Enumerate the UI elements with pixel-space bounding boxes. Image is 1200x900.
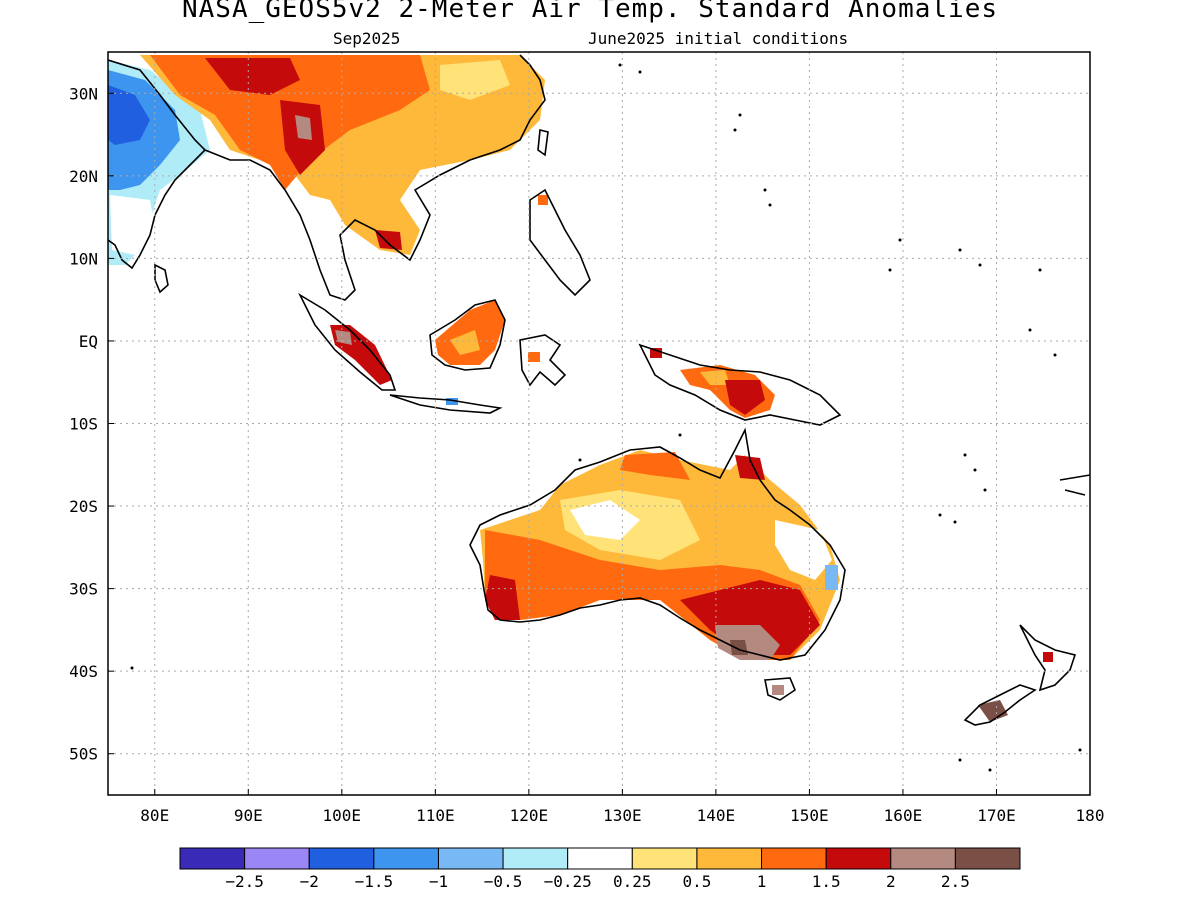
legend-swatch xyxy=(825,847,892,870)
lat-tick-label: 50S xyxy=(69,745,98,764)
lon-tick-label: 170E xyxy=(977,806,1016,825)
lon-tick-label: 80E xyxy=(140,806,169,825)
tasmania-brown-spot xyxy=(772,685,784,695)
philippines-warm-spot xyxy=(538,195,548,205)
legend-swatch xyxy=(373,847,439,870)
legend-swatch xyxy=(631,847,698,870)
australia-se-brown xyxy=(715,625,780,660)
coast-mainland-asia xyxy=(204,54,546,301)
legend-swatch xyxy=(502,847,569,870)
coast-tasmania xyxy=(764,677,796,701)
india-white-patch xyxy=(110,195,155,255)
lat-tick-label: 10S xyxy=(69,415,98,434)
legend-label: 2.5 xyxy=(941,872,970,891)
legend-label: −0.25 xyxy=(544,872,592,891)
lon-tick-label: 160E xyxy=(884,806,923,825)
china-yellow-patch xyxy=(440,60,510,100)
sulawesi-warm-spot xyxy=(528,352,540,362)
legend-label: −1.5 xyxy=(355,872,394,891)
coast-nz-north xyxy=(1019,624,1077,692)
legend-label: 1 xyxy=(757,872,767,891)
longitude-ticks: 80E 90E 100E 110E 120E 130E 140E 150E 160E 170E 18… xyxy=(140,789,1104,825)
legend-swatch xyxy=(179,847,246,870)
legend-swatch xyxy=(567,847,633,870)
legend-label: −2 xyxy=(300,872,319,891)
coast-australia xyxy=(469,427,846,661)
coast-nz-south xyxy=(963,684,1037,726)
legend-label: 0.5 xyxy=(682,872,711,891)
india-core-cool-anomaly xyxy=(108,85,150,145)
coast-philippines xyxy=(529,188,591,297)
nz-north-red-spot xyxy=(1043,652,1053,662)
australia-west-red xyxy=(485,575,520,620)
coast-taiwan xyxy=(537,128,549,157)
legend-label: 1.5 xyxy=(812,872,841,891)
legend-swatch xyxy=(308,847,375,870)
lat-tick-label: 30N xyxy=(69,84,98,103)
coast-india xyxy=(108,59,207,270)
legend-label: −1 xyxy=(429,872,448,891)
coast-new-guinea xyxy=(638,343,842,426)
nz-south-brown xyxy=(978,700,1008,722)
coast-java xyxy=(389,394,503,414)
new-guinea-red-core xyxy=(725,380,765,415)
australia-se-red xyxy=(680,580,820,655)
lat-tick-label: 40S xyxy=(69,662,98,681)
legend-swatch xyxy=(696,847,763,870)
legend-swatch xyxy=(761,847,827,870)
lat-tick-label: 20N xyxy=(69,167,98,186)
lat-tick-label: EQ xyxy=(79,332,98,351)
borneo-yellow-patch xyxy=(450,330,480,355)
legend-label: −2.5 xyxy=(225,872,264,891)
lon-tick-label: 140E xyxy=(697,806,736,825)
map-title: NASA_GEOS5v2 2-Meter Air Temp. Standard … xyxy=(181,0,998,24)
legend-label: −0.5 xyxy=(484,872,523,891)
new-guinea-yellow-patch xyxy=(700,370,730,385)
initial-conditions-label: June2025 initial conditions xyxy=(588,29,849,48)
islands xyxy=(130,63,1082,772)
vietnam-red-spot xyxy=(375,230,402,250)
china-brown-spot xyxy=(295,115,312,140)
lat-tick-label: 10N xyxy=(69,249,98,268)
anomaly-field xyxy=(108,55,1053,722)
lon-tick-label: 130E xyxy=(603,806,642,825)
coast-borneo xyxy=(429,299,506,371)
lon-tick-label: 180 xyxy=(1076,806,1105,825)
coast-fiji xyxy=(1059,474,1090,496)
legend-swatch xyxy=(890,847,956,870)
lon-tick-label: 110E xyxy=(416,806,455,825)
lon-tick-label: 100E xyxy=(323,806,362,825)
legend-label: 2 xyxy=(886,872,896,891)
legend-swatch xyxy=(437,847,504,870)
coast-sulawesi xyxy=(519,334,567,387)
sumatra-brown-spot xyxy=(335,330,352,345)
valid-month-label: Sep2025 xyxy=(333,29,401,48)
latitude-ticks: 30N 20N 10N EQ 10S 20S 30S 40S 50S xyxy=(69,84,114,764)
lon-tick-label: 90E xyxy=(234,806,263,825)
legend-swatch xyxy=(954,847,1021,870)
lon-tick-label: 150E xyxy=(790,806,829,825)
lat-tick-label: 30S xyxy=(69,580,98,599)
himalaya-hot-anomaly xyxy=(205,58,300,95)
coast-sri-lanka xyxy=(154,263,169,294)
australia-east-cool-spot xyxy=(825,565,838,590)
lat-tick-label: 20S xyxy=(69,497,98,516)
victoria-dark-brown xyxy=(730,640,748,655)
lon-tick-label: 120E xyxy=(510,806,549,825)
legend-swatch xyxy=(244,847,310,870)
legend-label: 0.25 xyxy=(613,872,652,891)
australia-north-warm xyxy=(620,452,690,480)
color-legend: −2.5 −2 −1.5 −1 −0.5 −0.25 0.25 0.5 1 1.5 2 2.5 xyxy=(179,847,1021,891)
coastlines xyxy=(108,54,1090,726)
australia-east-white xyxy=(775,520,832,580)
